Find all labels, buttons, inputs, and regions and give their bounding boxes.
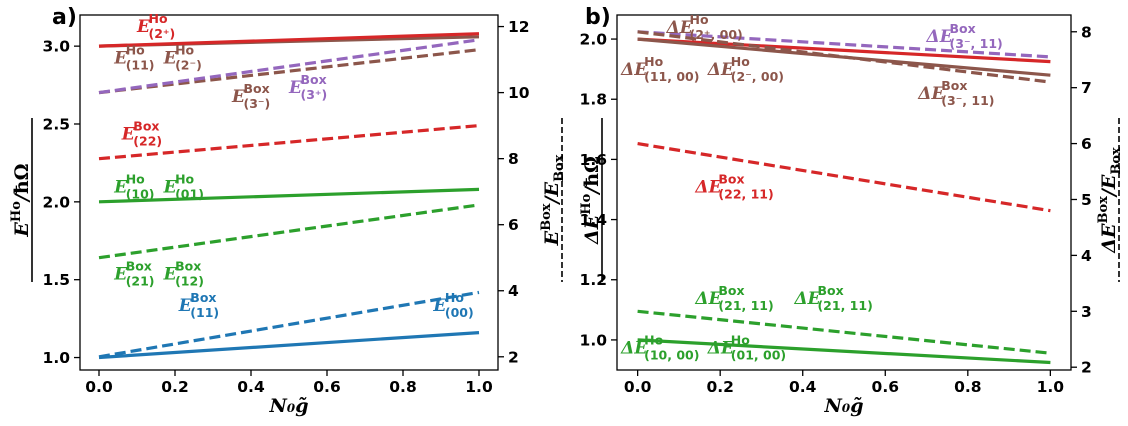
y-right-tick-label: 6 xyxy=(1081,135,1092,153)
annotation-label: ΔEHo (10, 00) xyxy=(620,332,699,362)
annotation-label: EHo (10) xyxy=(113,172,154,202)
panel-b: b) 0.0 0.2 0.4 0.6 0.8 1.0 1.0 1.2 1.4 1.6 1.8 2.0 2 3… xyxy=(579,5,1124,417)
x-axis-label: N₀g̃ xyxy=(269,395,309,417)
y-right-tick-label: 2 xyxy=(508,348,519,366)
y-right-tick-label: 5 xyxy=(1081,191,1092,209)
y-right-tick-label: 7 xyxy=(1081,79,1092,97)
panel-tag: b) xyxy=(585,5,611,30)
plot-frame xyxy=(616,14,1072,371)
annotation-label: EHo (00) xyxy=(432,290,473,320)
x-tick-label: 1.0 xyxy=(1037,378,1065,396)
annotation-label: EBox (22) xyxy=(121,119,162,149)
y-right-tick-label: 4 xyxy=(508,282,519,300)
x-tick-label: 0.0 xyxy=(85,378,113,396)
annotation-label: EBox (3⁺) xyxy=(288,72,327,102)
annotation-label: EBox (21) xyxy=(113,259,154,289)
series-line-right-6 xyxy=(637,309,1051,355)
y-left-axis-label: ΔEHo/ħΩ xyxy=(579,156,603,245)
y-left-tick-label: 1.6 xyxy=(580,151,607,169)
x-tick-label: 0.4 xyxy=(237,378,265,396)
x-tick-label: 0.4 xyxy=(789,378,817,396)
x-tick-label: 0.2 xyxy=(706,378,733,396)
series-line-left-0 xyxy=(98,331,480,360)
panel-a: a) 0.0 0.2 0.4 0.6 0.8 1.0 1.0 1.5 2.0 2.5 3.0 2 4 6 8 1… xyxy=(9,5,567,417)
y-left-tick-label: 1.5 xyxy=(43,271,70,289)
y-left-tick-label: 1.0 xyxy=(580,331,608,349)
y-right-tick-label: 6 xyxy=(508,216,519,234)
annotation-label: EHo (11) xyxy=(113,42,154,72)
series-line-left-3 xyxy=(98,32,480,48)
annotation-label: ΔEBox (3⁻, 11) xyxy=(917,78,994,108)
series-line-right-4 xyxy=(637,30,1051,84)
series-line-right-4 xyxy=(98,290,480,359)
y-right-tick-label: 8 xyxy=(1081,23,1092,41)
annotation-label: ΔEHo (2⁻, 00) xyxy=(707,54,784,84)
series-line-right-5 xyxy=(637,142,1051,213)
annotation-label: ΔEBox (3⁻, 11) xyxy=(926,21,1003,51)
annotation-label: ΔEHo (2⁺, 00) xyxy=(666,12,743,42)
series-line-right-3 xyxy=(637,30,1051,59)
x-tick-label: 1.0 xyxy=(465,378,493,396)
annotation-label: EBox (3⁻) xyxy=(231,81,270,111)
series-line-right-5 xyxy=(98,203,480,260)
series-line-left-2 xyxy=(637,338,1051,365)
y-left-tick-label: 2.5 xyxy=(43,115,70,133)
y-left-tick-label: 1.0 xyxy=(43,349,71,367)
series-line-left-1 xyxy=(98,187,480,204)
y-right-tick-label: 8 xyxy=(508,150,519,168)
annotation-label: ΔEHo (11, 00) xyxy=(620,54,699,84)
y-right-tick-label: 12 xyxy=(508,18,530,36)
annotation-label: ΔEBox (22, 11) xyxy=(694,172,773,202)
y-left-tick-label: 2.0 xyxy=(43,193,71,211)
series-line-left-1 xyxy=(637,37,1051,77)
annotation-label: EHo (2⁺) xyxy=(136,11,175,41)
x-tick-label: 0.6 xyxy=(313,378,340,396)
annotation-label: EBox (12) xyxy=(163,259,204,289)
annotation-label: EBox (11) xyxy=(178,290,219,320)
x-tick-label: 0.0 xyxy=(624,378,652,396)
y-left-tick-label: 1.2 xyxy=(580,271,607,289)
annotation-label: ΔEBox (21, 11) xyxy=(793,283,872,313)
x-tick-label: 0.8 xyxy=(389,378,416,396)
y-left-tick-label: 1.4 xyxy=(580,211,608,229)
annotation-label: EHo (01) xyxy=(163,172,204,202)
annotation-label: ΔEBox (21, 11) xyxy=(694,283,773,313)
x-axis-label: N₀g̃ xyxy=(824,395,864,417)
x-tick-label: 0.8 xyxy=(954,378,981,396)
y-left-axis-label: EHo/ħΩ xyxy=(9,163,33,237)
annotation-label: ΔEHo (01, 00) xyxy=(707,332,786,362)
y-left-tick-label: 3.0 xyxy=(43,38,71,56)
plot-frame xyxy=(79,14,499,371)
y-right-tick-label: 4 xyxy=(1081,247,1092,265)
x-tick-label: 0.6 xyxy=(872,378,899,396)
y-right-axis-label: ΔEBox/EBox xyxy=(1096,147,1124,254)
y-left-tick-label: 2.0 xyxy=(580,31,608,49)
y-right-tick-label: 2 xyxy=(1081,359,1092,377)
x-tick-label: 0.2 xyxy=(161,378,188,396)
y-left-tick-label: 1.8 xyxy=(580,91,607,109)
y-right-axis-label: EBox/EBox xyxy=(539,154,567,246)
panel-tag: a) xyxy=(52,5,77,30)
y-right-tick-label: 3 xyxy=(1081,303,1092,321)
series-line-left-0 xyxy=(637,37,1051,64)
y-right-tick-label: 10 xyxy=(508,84,530,102)
annotation-label: EHo (2⁻) xyxy=(163,42,202,72)
